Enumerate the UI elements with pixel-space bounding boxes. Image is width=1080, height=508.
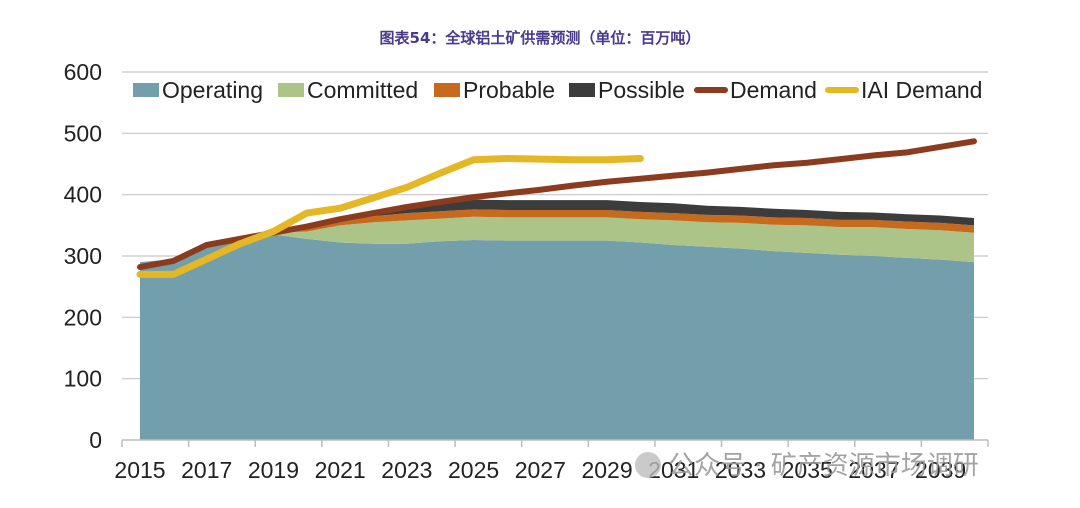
legend-label-operating: Operating bbox=[162, 77, 263, 103]
y-tick-label-600: 600 bbox=[64, 59, 102, 85]
legend-label-committed: Committed bbox=[307, 77, 418, 103]
y-tick-label-400: 400 bbox=[64, 182, 102, 208]
y-tick-label-0: 0 bbox=[89, 427, 102, 453]
legend-swatch-possible bbox=[569, 83, 595, 97]
axes: 0 100 200 300 400 500 600 2015 2017 2019 2021 2023 2… bbox=[64, 59, 989, 483]
legend-label-possible: Possible bbox=[598, 77, 685, 103]
legend-swatch-operating bbox=[133, 83, 159, 97]
y-tick-label-100: 100 bbox=[64, 366, 102, 392]
x-tick-label-2023: 2023 bbox=[381, 457, 432, 483]
y-tick-label-300: 300 bbox=[64, 243, 102, 269]
x-tick-label-2027: 2027 bbox=[515, 457, 566, 483]
x-tick-label-2019: 2019 bbox=[248, 457, 299, 483]
stacked-areas bbox=[140, 199, 974, 440]
wechat-icon bbox=[635, 452, 661, 478]
x-tick-label-2015: 2015 bbox=[114, 457, 165, 483]
legend: Operating Committed Probable Possible Demand… bbox=[133, 77, 982, 103]
x-tick-label-2029: 2029 bbox=[581, 457, 632, 483]
x-tick-label-2033: 2033 bbox=[715, 457, 766, 483]
x-tick-label-2037: 2037 bbox=[848, 457, 899, 483]
x-tick-label-2035: 2035 bbox=[782, 457, 833, 483]
area-possible bbox=[140, 199, 974, 263]
x-tick-label-2017: 2017 bbox=[181, 457, 232, 483]
legend-swatch-probable bbox=[434, 83, 460, 97]
area-committed bbox=[140, 216, 974, 263]
legend-swatch-committed bbox=[278, 83, 304, 97]
x-tick-label-2039: 2039 bbox=[915, 457, 966, 483]
legend-label-probable: Probable bbox=[463, 77, 555, 103]
x-tick-label-2021: 2021 bbox=[315, 457, 366, 483]
legend-label-demand: Demand bbox=[730, 77, 817, 103]
x-tick-label-2025: 2025 bbox=[448, 457, 499, 483]
y-tick-label-200: 200 bbox=[64, 304, 102, 330]
chart-title: 图表54：全球铝土矿供需预测（单位：百万吨） bbox=[379, 29, 701, 47]
watermark: 公众号 · 矿产资源市场调研 bbox=[635, 451, 979, 481]
legend-label-iai-demand: IAI Demand bbox=[861, 77, 982, 103]
area-probable bbox=[140, 209, 974, 263]
demand-lines bbox=[136, 138, 977, 278]
line-iai-demand bbox=[136, 154, 644, 278]
watermark-text: 公众号 · 矿产资源市场调研 bbox=[668, 451, 979, 481]
y-tick-label-500: 500 bbox=[64, 120, 102, 146]
area-operating bbox=[140, 234, 974, 440]
